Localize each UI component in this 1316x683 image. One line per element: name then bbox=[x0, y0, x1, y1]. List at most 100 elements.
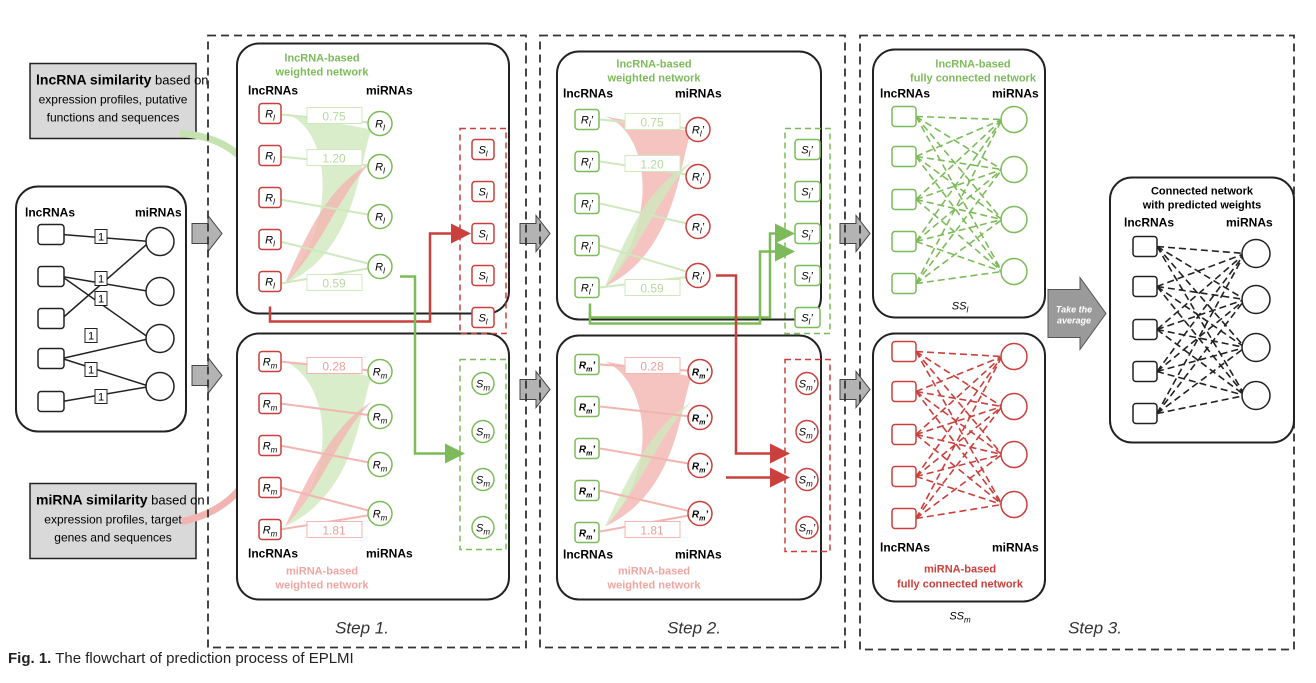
svg-text:Sl: Sl bbox=[478, 229, 487, 243]
svg-text:Rl: Rl bbox=[265, 235, 275, 249]
svg-text:Rl’: Rl’ bbox=[581, 115, 594, 129]
svg-text:lncRNAs: lncRNAs bbox=[248, 547, 298, 561]
svg-text:lncRNA-based: lncRNA-based bbox=[284, 53, 359, 65]
svg-text:miRNAs: miRNAs bbox=[675, 87, 722, 101]
svg-text:Rl’: Rl’ bbox=[581, 157, 594, 171]
lncrna-note-line1: expression profiles, putative bbox=[39, 93, 188, 107]
step2-label: Step 2. bbox=[667, 619, 721, 638]
step3-lnc-network: lncRNA-based fully connected network lnc… bbox=[872, 48, 1046, 319]
step2-mi-network: 0.28 1.81 Rm’Rm’ Rm’Rm’ Rm’ Rm’Rm’ Rm’Rm… bbox=[556, 334, 822, 601]
svg-text:miRNAs: miRNAs bbox=[992, 541, 1039, 555]
final-network: Connected network with predicted weights… bbox=[1109, 176, 1295, 444]
svg-text:miRNA-based: miRNA-based bbox=[286, 566, 358, 578]
input-lnc-label: lncRNAs bbox=[25, 206, 75, 220]
svg-text:Rl: Rl bbox=[265, 277, 275, 291]
svg-text:Rl: Rl bbox=[265, 109, 275, 123]
mirna-note-bold: miRNA similarity bbox=[36, 492, 148, 508]
svg-text:1.81: 1.81 bbox=[322, 524, 346, 538]
mirna-note-line2: genes and sequences bbox=[54, 531, 171, 545]
take-average-arrow: Take the average bbox=[1047, 275, 1107, 352]
svg-text:Take the: Take the bbox=[1056, 305, 1092, 315]
svg-text:Rl’: Rl’ bbox=[692, 172, 705, 186]
svg-text:Sl’: Sl’ bbox=[801, 313, 813, 327]
svg-text:1: 1 bbox=[98, 274, 104, 286]
mirna-note-line1: expression profiles, target bbox=[44, 513, 182, 527]
svg-text:Sl’: Sl’ bbox=[801, 271, 813, 285]
svg-text:0.28: 0.28 bbox=[640, 360, 664, 374]
svg-text:weighted network: weighted network bbox=[275, 67, 370, 79]
svg-text:Rl’: Rl’ bbox=[692, 125, 705, 139]
svg-text:Rl: Rl bbox=[265, 151, 275, 165]
lncrna-similarity-note: lncRNA similarity based on expression pr… bbox=[29, 62, 209, 140]
step2-frame bbox=[539, 34, 846, 649]
svg-text:Rl’: Rl’ bbox=[692, 271, 705, 285]
caption-label: Fig. 1. bbox=[8, 650, 52, 667]
svg-text:lncRNAs: lncRNAs bbox=[248, 84, 298, 98]
svg-text:Rl’: Rl’ bbox=[581, 241, 594, 255]
svg-text:1.20: 1.20 bbox=[640, 158, 664, 172]
svg-text:lncRNAs: lncRNAs bbox=[880, 87, 930, 101]
mirna-note-line0: based on bbox=[151, 493, 205, 508]
svg-text:lncRNAs: lncRNAs bbox=[563, 87, 613, 101]
svg-text:miRNA-based: miRNA-based bbox=[618, 566, 690, 578]
step1-frame bbox=[207, 34, 527, 649]
svg-text:1.81: 1.81 bbox=[640, 524, 664, 538]
svg-text:Sl’: Sl’ bbox=[801, 229, 813, 243]
step3-label: Step 3. bbox=[1068, 619, 1122, 638]
svg-text:SSm: SSm bbox=[949, 611, 971, 625]
svg-text:0.59: 0.59 bbox=[322, 277, 346, 291]
svg-text:Sl’: Sl’ bbox=[801, 187, 813, 201]
svg-text:lncRNA-based: lncRNA-based bbox=[935, 59, 1010, 71]
svg-text:Sl: Sl bbox=[478, 313, 487, 327]
step2-S-columns: Sl’Sl’ Sl’Sl’ Sl’ Sm’Sm’ Sm’Sm’ bbox=[784, 127, 831, 553]
svg-text:lncRNAs: lncRNAs bbox=[563, 548, 613, 562]
lncrna-note-line2: functions and sequences bbox=[47, 111, 180, 125]
svg-text:lncRNA-based: lncRNA-based bbox=[616, 59, 691, 71]
svg-text:lncRNAs: lncRNAs bbox=[880, 541, 930, 555]
svg-text:1: 1 bbox=[88, 365, 94, 377]
svg-text:Connected network: Connected network bbox=[1151, 186, 1254, 198]
svg-text:Sl: Sl bbox=[478, 187, 487, 201]
svg-text:Sl’: Sl’ bbox=[801, 145, 813, 159]
svg-text:miRNAs: miRNAs bbox=[366, 84, 413, 98]
svg-text:Rl: Rl bbox=[375, 119, 385, 133]
svg-text:1: 1 bbox=[98, 232, 104, 244]
svg-text:with predicted weights: with predicted weights bbox=[1142, 200, 1262, 212]
step1-lnc-network: lncRNA-based weighted network lncRNAs mi… bbox=[236, 42, 510, 315]
svg-text:miRNAs: miRNAs bbox=[992, 87, 1039, 101]
svg-text:1.20: 1.20 bbox=[322, 152, 346, 166]
step3-mi-network: lncRNAs miRNAs miRNA-based fully connect… bbox=[872, 332, 1046, 625]
gray-arrows bbox=[191, 214, 871, 409]
svg-text:Rl: Rl bbox=[265, 193, 275, 207]
svg-text:miRNAs: miRNAs bbox=[675, 548, 722, 562]
svg-text:fully connected network: fully connected network bbox=[897, 579, 1024, 591]
step2-lnc-network: lncRNA-based weighted network lncRNAs mi… bbox=[556, 50, 822, 321]
svg-text:Rl: Rl bbox=[375, 262, 385, 276]
svg-text:weighted network: weighted network bbox=[275, 580, 370, 592]
svg-text:1: 1 bbox=[98, 294, 104, 306]
svg-text:Sl: Sl bbox=[478, 271, 487, 285]
lncrna-note-bold: lncRNA similarity bbox=[36, 72, 152, 88]
svg-text:miRNA-based: miRNA-based bbox=[924, 564, 996, 576]
svg-text:miRNAs: miRNAs bbox=[366, 547, 413, 561]
input-mi-label: miRNAs bbox=[135, 206, 182, 220]
caption-text: The flowchart of prediction process of E… bbox=[55, 650, 354, 667]
svg-text:0.75: 0.75 bbox=[322, 110, 346, 124]
svg-text:fully connected network: fully connected network bbox=[910, 73, 1037, 85]
svg-text:1: 1 bbox=[98, 392, 104, 404]
svg-text:0.75: 0.75 bbox=[640, 116, 664, 130]
svg-text:SSl: SSl bbox=[952, 301, 969, 315]
svg-text:Rl’: Rl’ bbox=[581, 199, 594, 213]
svg-text:weighted network: weighted network bbox=[607, 580, 702, 592]
figure-caption: Fig. 1. The flowchart of prediction proc… bbox=[8, 650, 354, 667]
svg-text:Rl: Rl bbox=[375, 162, 385, 176]
svg-text:Rl’: Rl’ bbox=[692, 222, 705, 236]
svg-text:Sl: Sl bbox=[478, 145, 487, 159]
svg-text:0.28: 0.28 bbox=[322, 360, 346, 374]
svg-text:1: 1 bbox=[88, 331, 94, 343]
mirna-similarity-note: miRNA similarity based on expression pro… bbox=[29, 482, 205, 560]
svg-text:lncRNAs: lncRNAs bbox=[1124, 216, 1174, 230]
svg-text:lncRNA similarity based on: lncRNA similarity based on bbox=[36, 72, 209, 88]
